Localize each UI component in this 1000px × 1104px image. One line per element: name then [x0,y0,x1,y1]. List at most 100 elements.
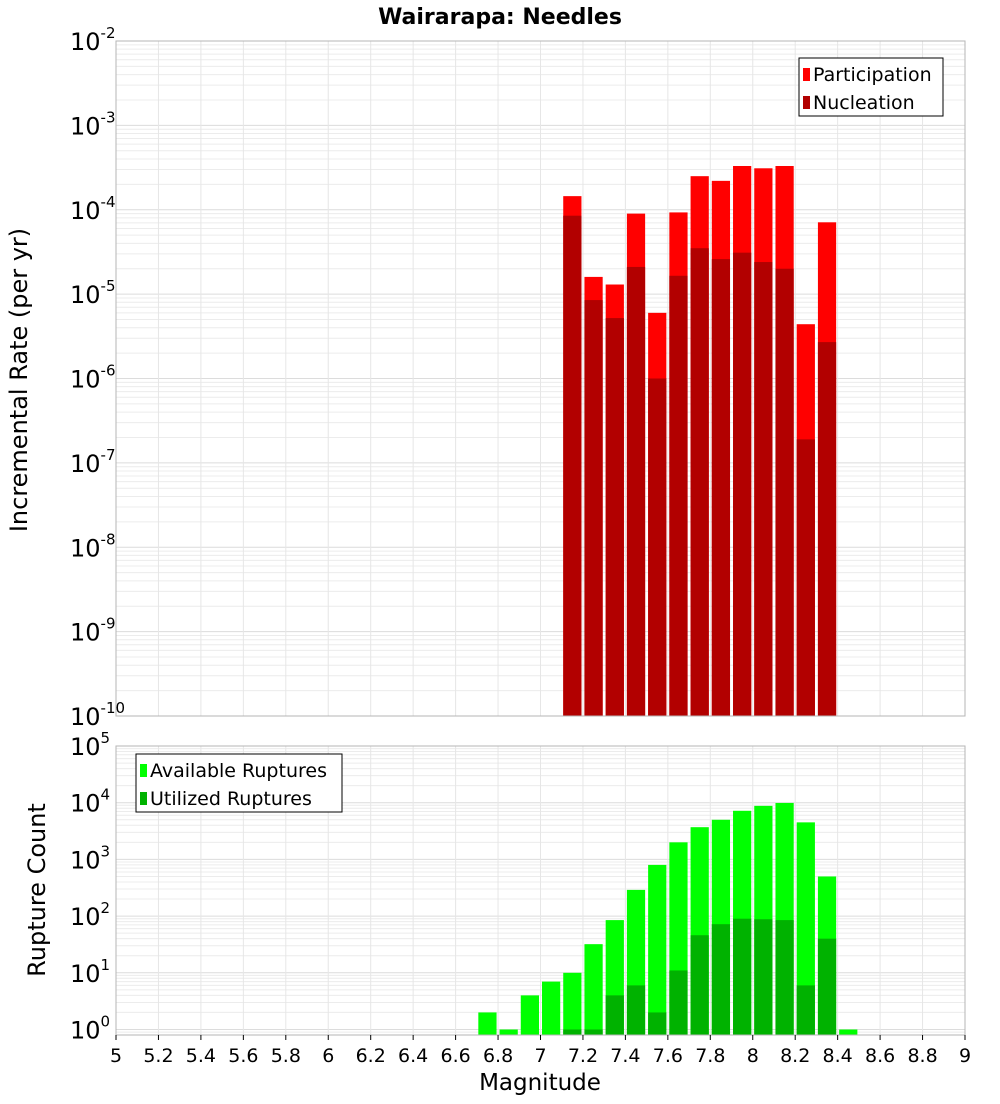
legend-swatch [140,792,147,805]
top-plot-frame [115,40,966,717]
y-tick-exponent: 4 [101,786,111,804]
y-tick-base: 10 [70,534,101,562]
y-tick-base: 10 [70,28,101,56]
x-tick-label: 8.6 [865,1045,895,1067]
y-tick-label: 105 [70,729,110,761]
y-tick-exponent: -3 [101,108,116,126]
y-tick-label: 10-10 [70,699,125,731]
bottom-bar-b [605,995,624,1035]
top-bar-b [605,318,624,716]
y-tick-base: 10 [70,790,101,818]
y-tick-label: 10-9 [70,615,116,647]
x-tick-label: 7.6 [653,1045,683,1067]
y-axis-label-count: Rupture Count [23,803,51,977]
top-bar-b [711,259,731,716]
top-bar-b [754,262,773,716]
y-tick-exponent: 0 [101,1013,111,1031]
y-tick-base: 10 [70,960,101,988]
bottom-bar-b [711,924,731,1035]
top-bar-b [669,275,688,716]
bottom-bar-a [478,1012,497,1035]
x-ticks: 5 5.2 5.4 5.6 5.8 6 6.2 6.4 6.6 6.8 7 7.2 7.4 7.6 7.8 8… [110,1035,971,1067]
bottom-bar-a [839,1029,858,1035]
y-tick-label: 102 [70,899,110,931]
y-tick-label: 10-6 [70,362,116,394]
y-tick-base: 10 [70,903,101,931]
bottom-bar-b [669,970,688,1035]
y-tick-base: 10 [70,1017,101,1045]
x-tick-label: 7.4 [610,1045,640,1067]
y-tick-base: 10 [70,450,101,478]
bottom-bars [478,802,858,1035]
y-tick-exponent: -9 [101,615,116,633]
bottom-bar-b [563,1029,582,1035]
bottom-bar-b [817,938,837,1035]
bottom-bar-b [648,1012,667,1035]
bottom-bar-a [499,1029,518,1035]
bottom-bar-b [626,985,646,1035]
top-bar-b [690,248,709,717]
bottom-bar-b [796,985,815,1035]
x-tick-label: 5.6 [228,1045,258,1067]
y-tick-base: 10 [70,197,101,225]
x-tick-label: 9 [959,1045,971,1067]
y-tick-exponent: -10 [101,699,126,717]
legend-label: Nucleation [813,92,915,114]
y-tick-base: 10 [70,733,101,761]
legend-swatch [803,96,810,109]
bottom-bar-b [754,919,773,1035]
x-tick-label: 7.2 [568,1045,598,1067]
top-bar-b [648,378,667,716]
top-bar-b [775,268,794,716]
x-axis-label: Magnitude [479,1070,601,1096]
x-tick-label: 5.4 [186,1045,216,1067]
top-bar-b [733,252,752,716]
y-tick-label: 10-8 [70,530,116,562]
x-tick-label: 8.4 [823,1045,853,1067]
y-tick-exponent: 3 [101,842,111,860]
top-bar-b [796,439,815,716]
y-tick-base: 10 [70,112,101,140]
y-tick-base: 10 [70,366,101,394]
top-y-ticks: 10-210-310-410-510-610-710-810-910-10 [70,24,125,731]
top-legend: Participation Nucleation [798,57,944,117]
y-tick-label: 10-5 [70,277,116,309]
x-tick-label: 8.8 [907,1045,937,1067]
bottom-bar-b [690,935,709,1035]
bottom-legend-box [135,753,343,813]
y-tick-exponent: 5 [101,729,111,747]
y-tick-label: 10-7 [70,446,116,478]
y-tick-base: 10 [70,703,101,731]
y-tick-label: 10-2 [70,24,116,56]
x-tick-label: 6.8 [483,1045,513,1067]
bottom-bar-a [648,864,667,1035]
bottom-bar-b [584,1029,603,1035]
y-tick-label: 101 [70,956,110,988]
x-tick-label: 5.8 [271,1045,301,1067]
bottom-bar-a [563,972,582,1035]
bottom-bar-a [584,944,603,1035]
legend-swatch [803,68,810,81]
top-bar-b [626,266,646,716]
y-tick-exponent: 2 [101,899,111,917]
x-tick-label: 5.2 [143,1045,173,1067]
y-tick-exponent: 1 [101,956,111,974]
y-tick-base: 10 [70,846,101,874]
x-tick-label: 6 [322,1045,334,1067]
top-grid [115,40,966,717]
bottom-legend: Available Ruptures Utilized Ruptures [135,753,343,813]
bottom-bar-a [796,822,815,1035]
y-tick-label: 100 [70,1013,110,1045]
top-bar-b [563,215,582,717]
x-tick-label: 8 [747,1045,759,1067]
bottom-bar-b [733,918,752,1035]
bottom-bar-a [520,995,539,1035]
legend-label: Available Ruptures [150,760,327,782]
x-tick-label: 8.2 [780,1045,810,1067]
y-tick-exponent: -6 [101,362,116,380]
bottom-bar-a [542,981,561,1035]
top-legend-box [798,57,944,117]
x-tick-label: 7 [534,1045,546,1067]
